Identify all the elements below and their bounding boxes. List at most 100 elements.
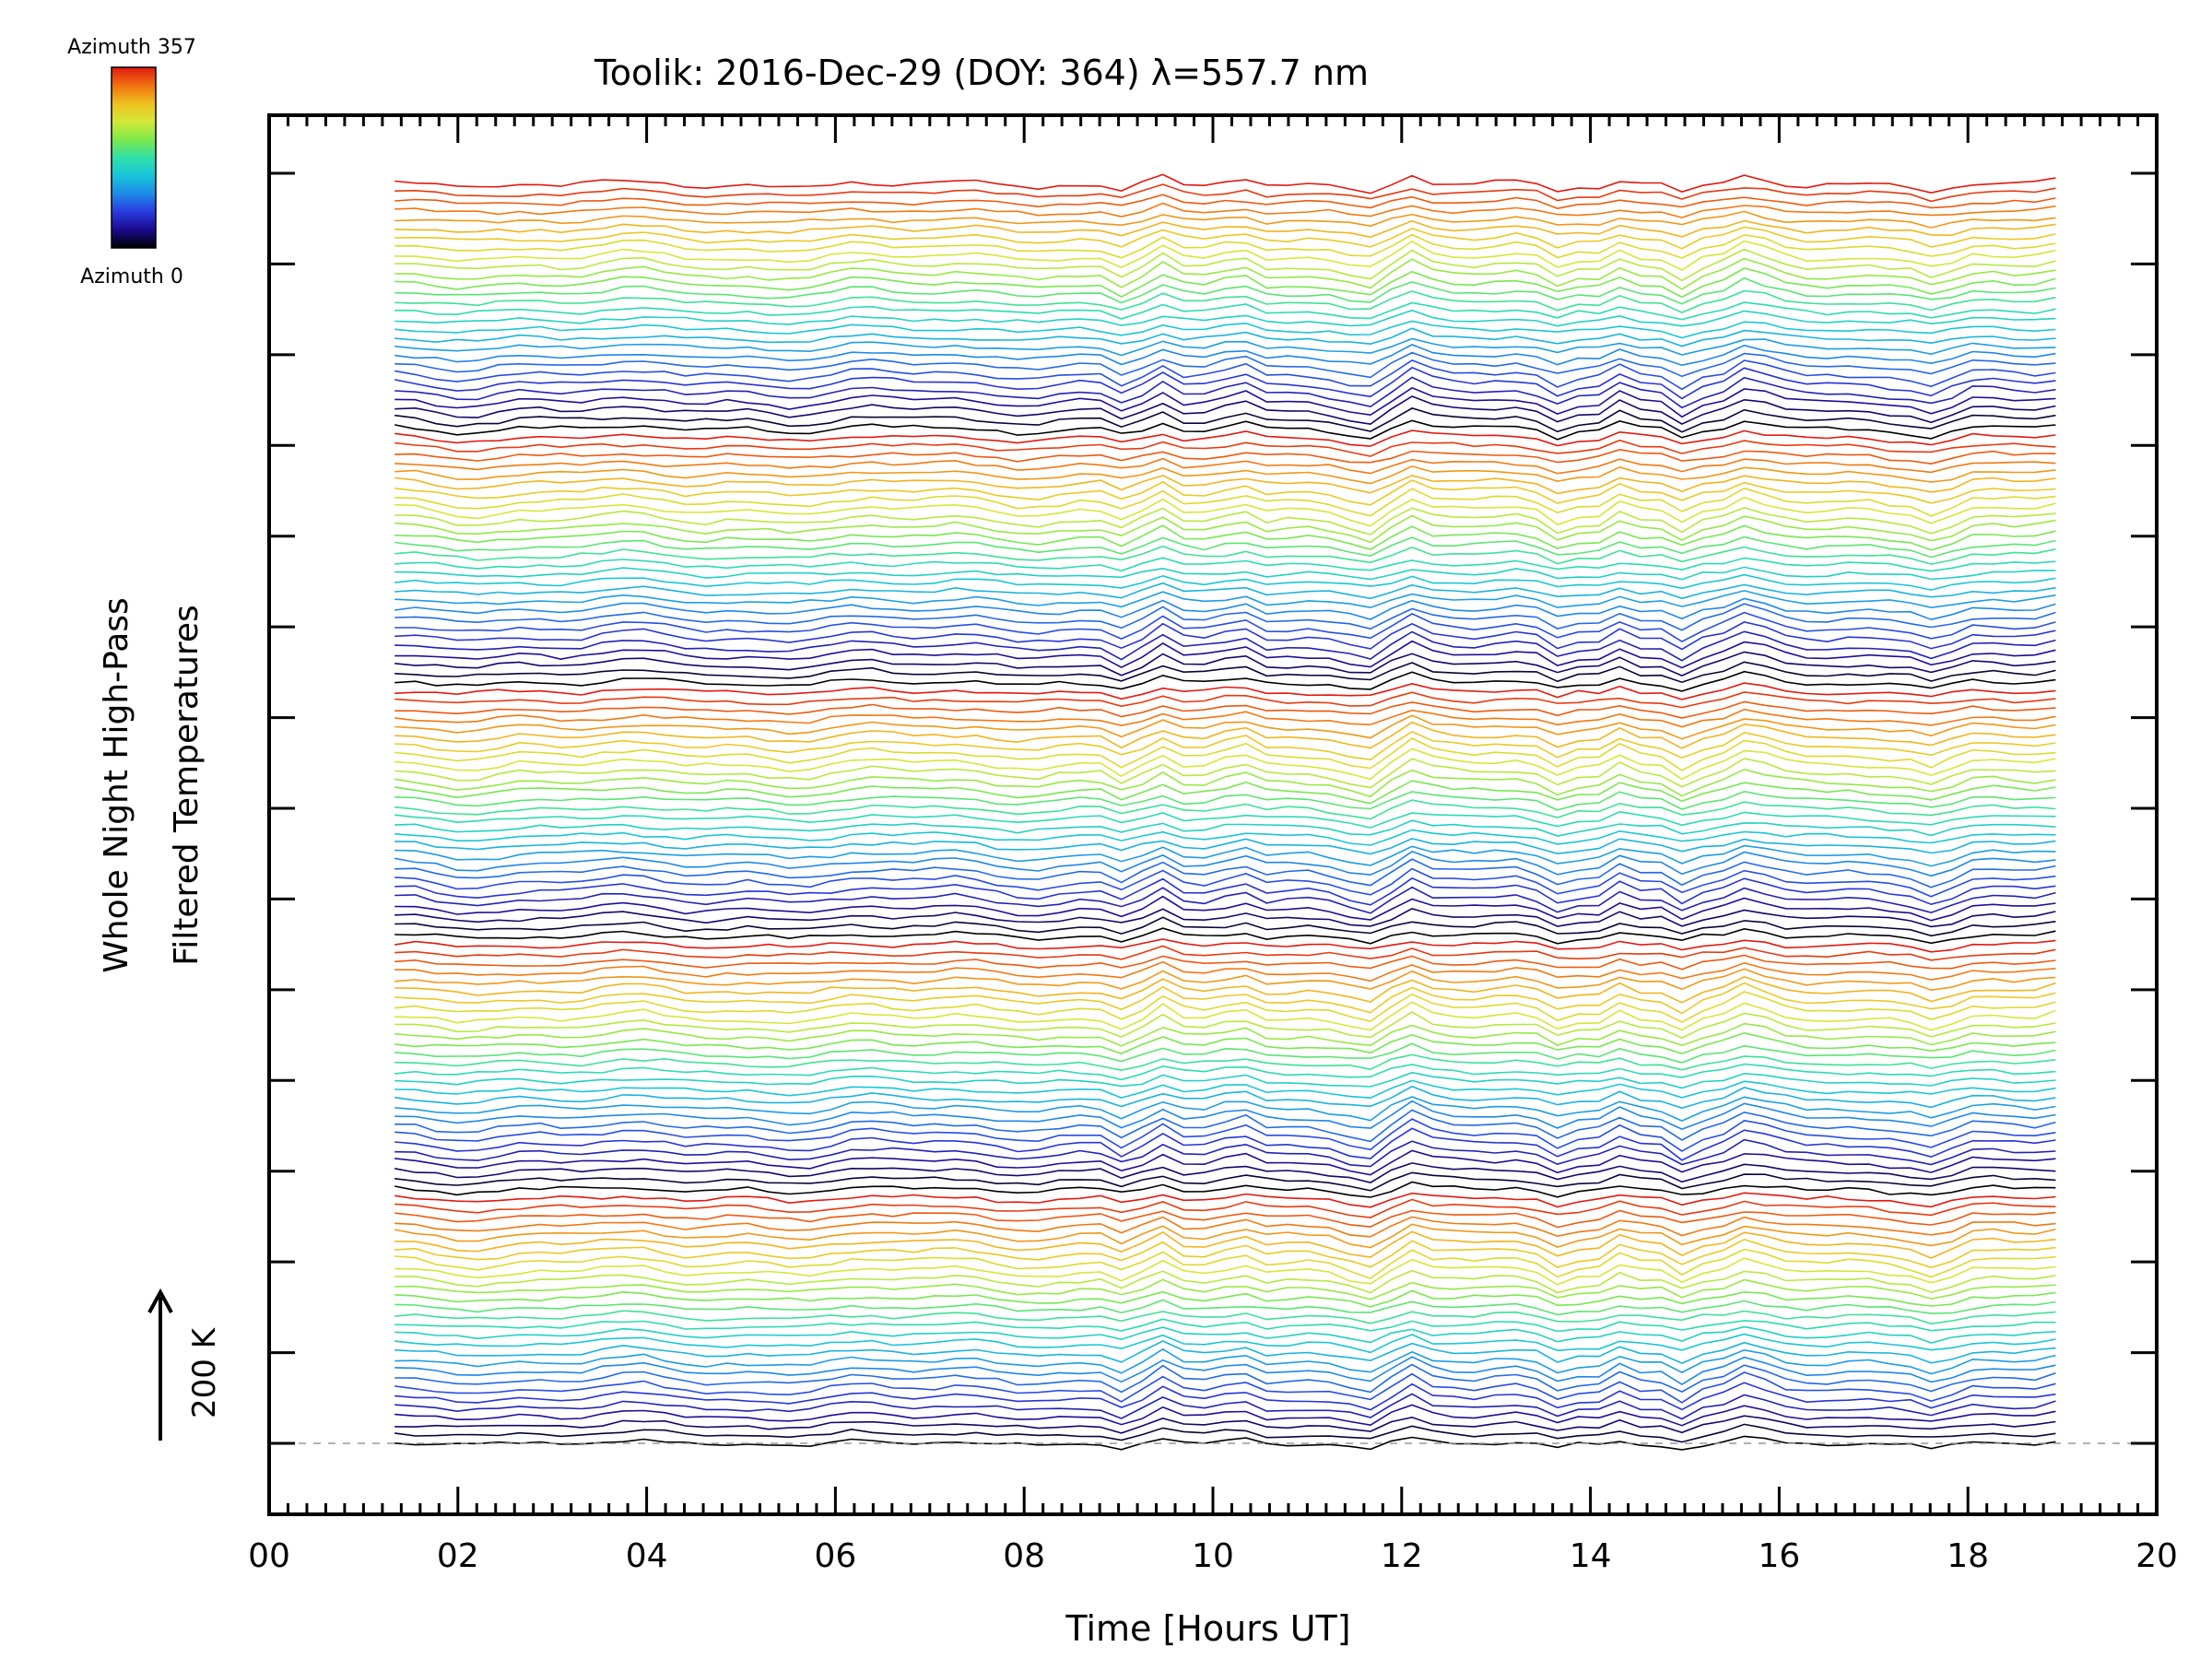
colorbar-top-label: Azimuth 357 <box>67 36 196 59</box>
trace-line <box>394 351 2056 379</box>
trace-line <box>394 621 2056 651</box>
trace-line <box>394 714 2056 740</box>
trace-line <box>394 1299 2056 1316</box>
trace-line <box>394 573 2056 591</box>
y-axis-label-line1: Whole Night High-Pass <box>98 597 135 973</box>
trace-line <box>394 474 2056 495</box>
trace-line <box>394 407 2056 433</box>
trace-line <box>394 1162 2056 1183</box>
trace-line <box>394 465 2056 485</box>
trace-line <box>394 1181 2056 1198</box>
trace-line <box>394 457 2056 475</box>
trace-line <box>394 1356 2056 1385</box>
trace-line <box>394 1325 2056 1344</box>
trace-line <box>394 708 2056 728</box>
trace-line <box>394 968 2056 992</box>
y-ticks <box>269 171 2157 1445</box>
trace-line <box>394 524 2056 551</box>
traces <box>394 173 2056 1451</box>
trace-line <box>394 1109 2056 1143</box>
trace-line <box>394 1192 2056 1208</box>
trace-line <box>394 1347 2056 1375</box>
trace-line <box>394 895 2056 922</box>
trace-line <box>394 366 2056 400</box>
trace-line <box>394 1278 2056 1300</box>
x-tick-label: 10 <box>1192 1537 1234 1575</box>
trace-line <box>394 1363 2056 1394</box>
trace-line <box>394 1404 2056 1427</box>
trace-line <box>394 1085 2056 1110</box>
trace-line <box>394 590 2056 609</box>
trace-line <box>394 210 2056 229</box>
trace-line <box>394 173 2056 194</box>
trace-line <box>394 790 2056 811</box>
trace-line <box>394 1310 2056 1325</box>
trace-line <box>394 630 2056 662</box>
x-ticks <box>267 115 2159 1514</box>
trace-line <box>394 1415 2056 1434</box>
trace-line <box>394 1371 2056 1404</box>
trace-line <box>394 982 2056 1015</box>
trace-line <box>394 506 2056 535</box>
x-tick-label: 16 <box>1758 1537 1800 1575</box>
trace-line <box>394 1289 2056 1308</box>
trace-line <box>394 1071 2056 1089</box>
trace-line <box>394 233 2056 259</box>
trace-line <box>394 183 2056 203</box>
trace-line <box>394 850 2056 877</box>
trace-line <box>394 651 2056 677</box>
trace-line <box>394 320 2056 339</box>
trace-line <box>394 730 2056 761</box>
trace-line <box>394 248 2056 282</box>
trace-line <box>394 226 2056 250</box>
x-tick-label: 06 <box>814 1537 856 1575</box>
trace-line <box>394 276 2056 305</box>
trace-line <box>394 858 2056 888</box>
trace-line <box>394 597 2056 621</box>
trace-line <box>394 429 2056 447</box>
trace-line <box>394 838 2056 855</box>
trace-line <box>394 721 2056 749</box>
x-tick-label: 14 <box>1570 1537 1612 1575</box>
trace-line <box>394 1096 2056 1122</box>
colorbar: Azimuth 357 Azimuth 0 <box>67 36 196 288</box>
trace-line <box>394 337 2056 357</box>
trace-line <box>394 309 2056 327</box>
trace-line <box>394 487 2056 517</box>
plot-area: 00 02 04 06 08 10 12 14 16 18 20 <box>248 113 2178 1575</box>
trace-line <box>394 960 2056 982</box>
trace-line <box>394 344 2056 367</box>
trace-line <box>394 1333 2056 1354</box>
scale-label: 200 K <box>186 1326 223 1418</box>
trace-line <box>394 976 2056 1004</box>
trace-line <box>394 829 2056 846</box>
trace-line <box>394 1216 2056 1238</box>
trace-line <box>394 867 2056 898</box>
trace-line <box>394 582 2056 600</box>
trace-line <box>394 557 2056 572</box>
trace-line <box>394 682 2056 700</box>
trace-line <box>394 810 2056 829</box>
trace-line <box>394 219 2056 239</box>
trace-line <box>394 1248 2056 1279</box>
trace-line <box>394 819 2056 837</box>
scale-indicator: 200 K <box>147 1288 223 1441</box>
x-axis-label: Time [Hours UT] <box>1065 1608 1350 1649</box>
x-tick-label: 08 <box>1003 1537 1045 1575</box>
trace-line <box>394 535 2056 559</box>
trace-line <box>394 799 2056 820</box>
trace-line <box>394 514 2056 544</box>
trace-line <box>394 257 2056 290</box>
trace-line <box>394 780 2056 805</box>
x-tick-label: 00 <box>248 1537 290 1575</box>
y-axis-label-line2: Filtered Temperatures <box>168 605 206 966</box>
x-tick-label: 02 <box>437 1537 479 1575</box>
trace-line <box>394 1209 2056 1229</box>
trace-line <box>394 289 2056 313</box>
trace-line <box>394 844 2056 867</box>
chart-title: Toolik: 2016-Dec-29 (DOY: 364) λ=557.7 n… <box>594 53 1369 93</box>
trace-line <box>394 1269 2056 1294</box>
trace-line <box>394 1318 2056 1333</box>
trace-line <box>394 768 2056 798</box>
